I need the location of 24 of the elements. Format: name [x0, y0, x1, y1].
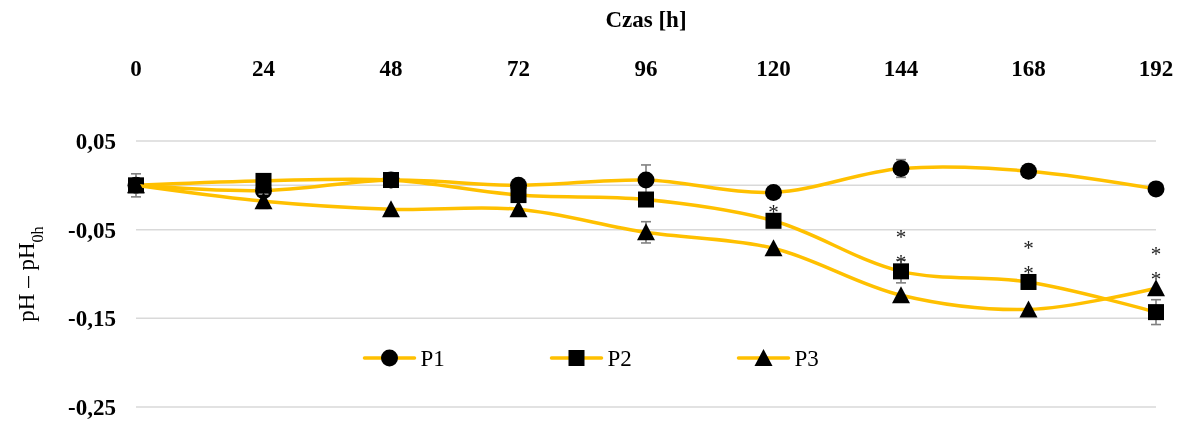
- y-tick-label: 0,05: [75, 129, 116, 155]
- annotation: *: [1023, 235, 1034, 260]
- x-tick-label: 72: [507, 56, 530, 81]
- x-tick-label: 48: [379, 56, 403, 81]
- annotation: *: [1150, 242, 1162, 267]
- legend-label: P2: [607, 346, 632, 372]
- annotation: *: [895, 250, 907, 275]
- x-tick-label: 192: [1138, 56, 1174, 81]
- x-axis-title: Czas [h]: [605, 7, 687, 32]
- legend-label: P1: [420, 346, 445, 372]
- y-tick-label: -0,25: [68, 395, 116, 421]
- x-tick-label: 144: [883, 56, 919, 81]
- annotation: *: [1150, 267, 1162, 292]
- annotation: *: [895, 225, 907, 250]
- annotation: *: [1023, 260, 1034, 285]
- y-tick-label: -0,15: [68, 306, 116, 332]
- x-tick-label: 120: [756, 56, 791, 81]
- annotation: *: [768, 199, 779, 224]
- x-tick-label: 168: [1011, 56, 1046, 81]
- legend-label: P3: [794, 346, 819, 372]
- x-tick-label: 0: [130, 56, 142, 81]
- y-tick-label: -0,05: [68, 217, 116, 243]
- x-tick-label: 24: [252, 56, 276, 81]
- x-tick-label: 96: [634, 56, 658, 81]
